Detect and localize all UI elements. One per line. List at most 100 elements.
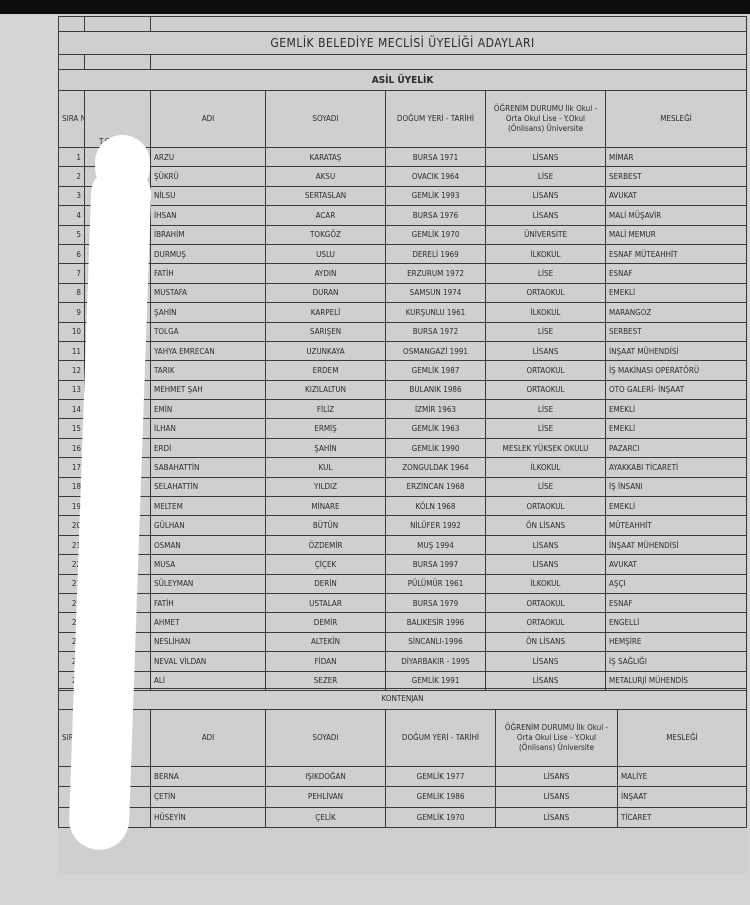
cell-soyadi: FİDAN xyxy=(265,651,386,672)
cell-adi: AHMET xyxy=(150,612,266,633)
cell-soyadi: AYDIN xyxy=(265,263,386,284)
cell-ogrenim: LİSE xyxy=(485,418,606,439)
cell-soyadi: USLU xyxy=(265,243,386,265)
cell-adi: ŞÜKRÜ xyxy=(150,166,266,187)
cell-soyadi: ERMİŞ xyxy=(265,418,386,439)
table-row: 17 SABAHATTİN KUL ZONGULDAK 1964 İLKOKUL AYAK… xyxy=(58,457,748,478)
cell-adi: EMİN xyxy=(150,399,266,420)
cell-ogrenim: ORTAOKUL xyxy=(485,592,606,614)
table-row: 15 İLHAN ERMİŞ GEMLİK 1963 LİSE EMEKLİ xyxy=(58,418,748,439)
cell-ogrenim: LİSANS xyxy=(485,340,606,362)
cell-ogrenim: İLKOKUL xyxy=(485,243,606,265)
cell-no: 2 xyxy=(58,166,85,187)
header-sira: SIRA NO xyxy=(58,90,85,148)
cell-soyadi: UZUNKAYA xyxy=(265,340,386,362)
table-row: 11 YAHYA EMRECAN UZUNKAYA OSMANGAZİ 1991 LİS… xyxy=(58,340,748,362)
cell-dogum: SİNCANLI-1996 xyxy=(385,631,486,653)
cell-no: 8 xyxy=(58,282,85,304)
cell-adi: ŞAHİN xyxy=(150,302,266,323)
table-row: 9 ŞAHİN KARPELİ KURŞUNLU 1961 İLKOKUL MARANGO… xyxy=(58,302,748,323)
table-row: 19 MELTEM MİNARE KÖLN 1968 ORTAOKUL EMEKLİ xyxy=(58,496,748,517)
header-row: SIRA NO T.C.KİMLİK ADI SOYADI DOĞUM YERİ… xyxy=(58,90,748,148)
cell-ogrenim: ÖN LİSANS xyxy=(485,515,606,536)
cell-ogrenim: ORTAOKUL xyxy=(485,496,606,517)
cell-meslek: AVUKAT xyxy=(604,185,748,207)
cell-ogrenim: LİSANS xyxy=(495,806,618,828)
cell-adi: TOLGA xyxy=(150,321,266,342)
cell-soyadi: ERDEM xyxy=(265,360,386,381)
table-row: 25AHMETDEMİRBALIKESİR 1996ORTAOKULENGELL… xyxy=(58,612,748,633)
cell-adi: ARZU xyxy=(150,146,266,168)
cell-ogrenim: MESLEK YÜKSEK OKULU xyxy=(485,437,606,459)
cell-dogum: MUŞ 1994 xyxy=(385,534,486,556)
cell-no: 5 xyxy=(58,224,85,245)
cell-no: 4 xyxy=(58,205,85,226)
cell-dogum: BULANIK 1986 xyxy=(385,379,486,401)
cell-meslek: MALİ MEMUR xyxy=(604,224,748,245)
cell-ogrenim: LİSANS xyxy=(485,205,606,226)
cell-dogum: BURSA 1979 xyxy=(385,592,486,614)
top-dark-border xyxy=(0,0,750,14)
cell-ogrenim: LİSANS xyxy=(485,554,606,575)
cell-dogum: OVACIK 1964 xyxy=(385,166,486,187)
document-title: GEMLİK BELEDİYE MECLİSİ ÜYELİĞİ ADAYLARI xyxy=(57,31,748,55)
kontenjan-table: KONTENJAN SIRA NO T ADI SOYADI DOĞUM YER… xyxy=(57,688,748,828)
cell-adi: BERNA xyxy=(150,765,266,787)
cell-ogrenim: LİSANS xyxy=(495,765,618,787)
cell-no: 3 xyxy=(58,185,85,207)
cell-adi: İHSAN xyxy=(150,205,266,226)
cell-dogum: BURSA 1976 xyxy=(385,205,486,226)
cell-meslek: AVUKAT xyxy=(604,554,748,575)
table-row: 22 MUSA ÇİÇEK BURSA 1997 LİSANS AVUKAT xyxy=(58,554,748,575)
cell-meslek: EMEKLİ xyxy=(604,282,748,304)
cell-adi: MELTEM xyxy=(150,496,266,517)
cell-ogrenim: ÖN LİSANS xyxy=(485,631,606,653)
header-meslek: MESLEĞİ xyxy=(616,708,748,767)
cell-meslek: EMEKLİ xyxy=(604,399,748,420)
cell-soyadi: DEMİR xyxy=(265,612,386,633)
cell-meslek: MARANGOZ xyxy=(604,302,748,323)
cell-soyadi: KIZILALTUN xyxy=(265,379,386,401)
cell-dogum: KÖLN 1968 xyxy=(385,496,486,517)
cell-dogum: BALIKESİR 1996 xyxy=(385,612,486,633)
cell-dogum: OSMANGAZİ 1991 xyxy=(385,340,486,362)
cell-meslek: İŞ SAĞLIĞI xyxy=(604,651,748,672)
cell-soyadi: TOKGÖZ xyxy=(265,224,386,245)
cell-dogum: ZONGULDAK 1964 xyxy=(385,457,486,478)
cell-ogrenim: İLKOKUL xyxy=(485,573,606,594)
cell-adi: NEVAL VİLDAN xyxy=(150,651,266,672)
table-row: 6 DURMUŞ USLU DERELİ 1969 İLKOKUL ESNAF MÜTEA… xyxy=(58,243,748,265)
cell-ogrenim: LİSE xyxy=(485,263,606,284)
table-row: 2 ŞÜKRÜ AKSU OVACIK 1964 LİSE SERBEST xyxy=(58,166,748,187)
cell-dogum: ERZİNCAN 1968 xyxy=(385,476,486,498)
cell-no: 6 xyxy=(58,243,85,265)
cell-adi: ERDİ xyxy=(150,437,266,459)
table-row: 12 TARIK ERDEM GEMLİK 1987 ORTAOKUL İŞ MAKİNA… xyxy=(58,360,748,381)
cell-meslek: İŞ MAKİNASI OPERATÖRÜ xyxy=(604,360,748,381)
cell-adi: YAHYA EMRECAN xyxy=(150,340,266,362)
cell-ogrenim: LİSE xyxy=(485,476,606,498)
cell-ogrenim: LİSE xyxy=(485,166,606,187)
cell-soyadi: BÜTÜN xyxy=(265,515,386,536)
cell-meslek: HEMŞİRE xyxy=(604,631,748,653)
cell-adi: ÇETİN xyxy=(150,786,266,808)
cell-dogum: GEMLİK 1977 xyxy=(385,765,496,787)
cell-ogrenim: LİSANS xyxy=(485,146,606,168)
cell-ogrenim: LİSANS xyxy=(495,786,618,808)
cell-soyadi: ÇELİK xyxy=(265,806,386,828)
header-soyadi: SOYADI xyxy=(265,708,386,767)
cell-meslek: İNŞAAT xyxy=(616,786,748,808)
cell-soyadi: KARATAŞ xyxy=(265,146,386,168)
cell-dogum: DİYARBAKIR - 1995 xyxy=(385,651,486,672)
table-row: 10 TOLGA SARIŞEN BURSA 1972 LİSE SERBEST xyxy=(58,321,748,342)
cell-dogum: GEMLİK 1990 xyxy=(385,437,486,459)
table-row: 16 ERDİ ŞAHİN GEMLİK 1990 MESLEK YÜKSEK OKUL… xyxy=(58,437,748,459)
cell-dogum: GEMLİK 1986 xyxy=(385,786,496,808)
cell-adi: OSMAN xyxy=(150,534,266,556)
table-row: 7 FATİH AYDIN ERZURUM 1972 LİSE ESNAF xyxy=(58,263,748,284)
cell-soyadi: FİLİZ xyxy=(265,399,386,420)
cell-adi: İBRAHİM xyxy=(150,224,266,245)
